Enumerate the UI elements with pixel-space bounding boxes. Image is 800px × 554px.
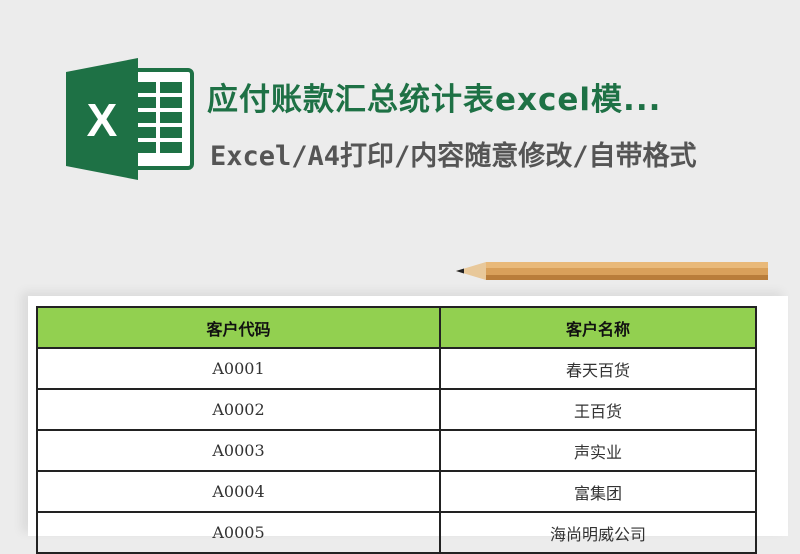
cell-name: 王百货 bbox=[439, 388, 757, 431]
table-row: A0002 王百货 bbox=[36, 388, 757, 431]
table-header-row: 客户代码 客户名称 bbox=[36, 306, 757, 349]
table-row: A0004 富集团 bbox=[36, 470, 757, 513]
table-row: A0003 声实业 bbox=[36, 429, 757, 472]
cell-name: 富集团 bbox=[439, 470, 757, 513]
cell-name: 春天百货 bbox=[439, 347, 757, 390]
column-header-name: 客户名称 bbox=[439, 306, 757, 349]
customer-table: 客户代码 客户名称 A0001 春天百货 A0002 王百货 A0003 声实业 A0… bbox=[36, 306, 757, 554]
cell-code: A0005 bbox=[36, 511, 441, 554]
page-title: 应付账款汇总统计表excel模... bbox=[207, 82, 662, 118]
cell-code: A0001 bbox=[36, 347, 441, 390]
table-row: A0005 海尚明威公司 bbox=[36, 511, 757, 554]
cell-code: A0002 bbox=[36, 388, 441, 431]
cell-code: A0004 bbox=[36, 470, 441, 513]
cell-name: 声实业 bbox=[439, 429, 757, 472]
column-header-code: 客户代码 bbox=[36, 306, 441, 349]
svg-text:X: X bbox=[87, 94, 118, 146]
excel-logo-icon: X bbox=[66, 58, 194, 180]
page-subtitle: Excel/A4打印/内容随意修改/自带格式 bbox=[210, 141, 697, 172]
cell-name: 海尚明威公司 bbox=[439, 511, 757, 554]
table-row: A0001 春天百货 bbox=[36, 347, 757, 390]
pencil-icon bbox=[456, 262, 768, 280]
cell-code: A0003 bbox=[36, 429, 441, 472]
